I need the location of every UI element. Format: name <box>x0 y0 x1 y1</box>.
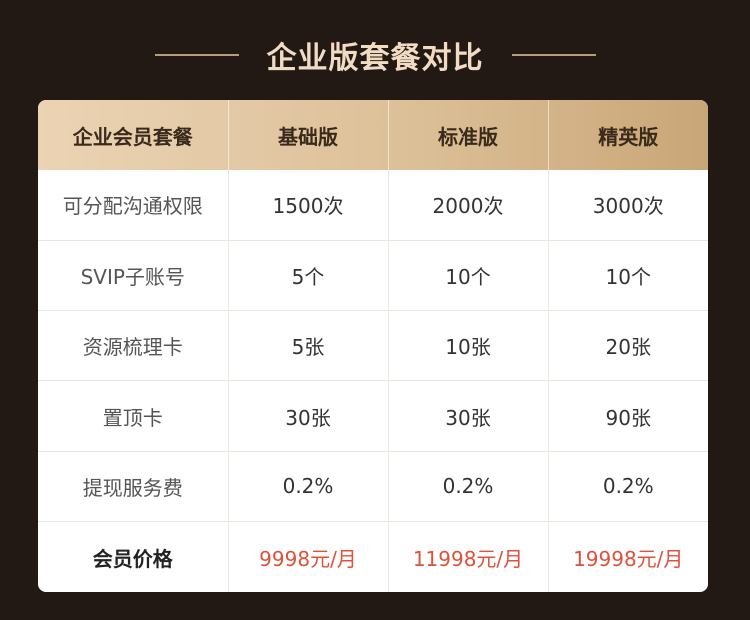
elite-value: 90张 <box>548 380 708 452</box>
header-plan-category: 企业会员套餐 <box>38 100 229 170</box>
header-elite-plan: 精英版 <box>598 124 659 149</box>
standard-value: 10个 <box>388 240 549 312</box>
plan-comparison-table: 企业会员套餐 基础版 标准版 精英版 可分配沟通权限 1500次 2000次 3… <box>38 100 708 592</box>
table-row: SVIP子账号 5个 10个 10个 <box>38 240 708 312</box>
row-label: 资源梳理卡 <box>38 310 229 382</box>
elite-value: 20张 <box>548 310 708 382</box>
standard-value: 10张 <box>388 310 549 382</box>
elite-price: 19998元/月 <box>573 546 684 571</box>
basic-value: 5个 <box>228 240 389 312</box>
price-row: 会员价格 9998元/月 11998元/月 19998元/月 <box>38 521 708 592</box>
price-row-label: 会员价格 <box>38 521 229 592</box>
page-title: 企业版套餐对比 <box>266 41 484 76</box>
table-row: 置顶卡 30张 30张 90张 <box>38 380 708 452</box>
title-left-divider <box>154 54 239 56</box>
basic-value: 30张 <box>228 380 389 452</box>
standard-price: 11998元/月 <box>388 521 549 592</box>
elite-value: 10个 <box>548 240 708 312</box>
header-standard-plan: 标准版 <box>388 100 549 170</box>
table-row: 提现服务费 0.2% 0.2% 0.2% <box>38 451 708 523</box>
title-row: 企业版套餐对比 <box>0 30 750 80</box>
basic-value: 0.2% <box>228 451 389 523</box>
header-basic-plan: 基础版 <box>228 100 389 170</box>
basic-value: 1500次 <box>228 170 389 241</box>
row-label: SVIP子账号 <box>38 240 229 312</box>
elite-value: 3000次 <box>548 170 708 241</box>
standard-value: 0.2% <box>388 451 549 523</box>
table-row: 资源梳理卡 5张 10张 20张 <box>38 310 708 382</box>
row-label: 提现服务费 <box>38 451 229 523</box>
comparison-card: 企业会员套餐 基础版 标准版 精英版 可分配沟通权限 1500次 2000次 3… <box>38 100 708 592</box>
row-label: 置顶卡 <box>38 380 229 452</box>
title-right-divider <box>511 54 596 56</box>
basic-price: 9998元/月 <box>228 521 389 592</box>
row-label: 可分配沟通权限 <box>38 170 229 241</box>
basic-value: 5张 <box>228 310 389 382</box>
table-row: 可分配沟通权限 1500次 2000次 3000次 <box>38 170 708 241</box>
elite-value: 0.2% <box>548 451 708 523</box>
standard-value: 30张 <box>388 380 549 452</box>
standard-value: 2000次 <box>388 170 549 241</box>
table-header-row: 企业会员套餐 基础版 标准版 精英版 <box>38 100 708 170</box>
